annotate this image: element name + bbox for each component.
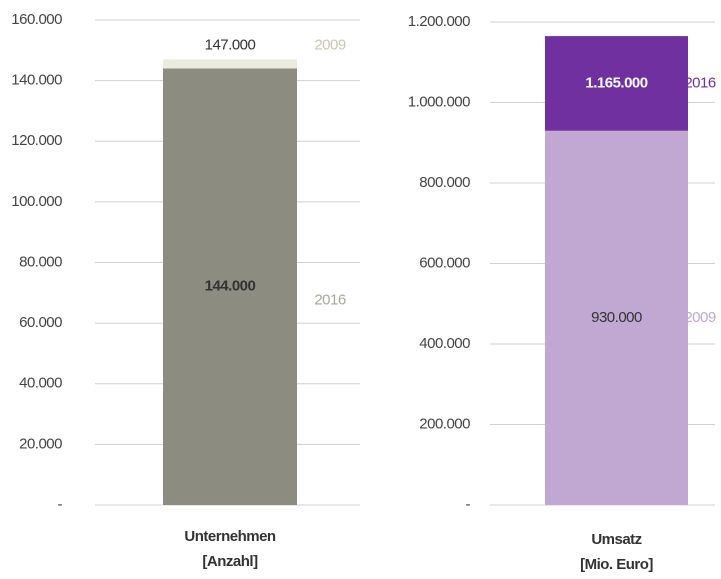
y-tick-label: - [58, 496, 63, 513]
y-tick-label: 160.000 [11, 11, 62, 28]
value-label: 144.000 [205, 278, 256, 295]
y-tick-label: 120.000 [11, 132, 62, 149]
legend-label: 2009 [314, 36, 346, 53]
legend-label: 2016 [314, 292, 346, 309]
bar [545, 130, 688, 506]
y-tick-label: 1.200.000 [408, 13, 470, 30]
y-tick-label: 60.000 [19, 314, 62, 331]
y-tick-label: 80.000 [19, 253, 62, 270]
value-label: 1.165.000 [585, 74, 647, 91]
y-tick-label: 40.000 [19, 375, 62, 392]
value-label: 147.000 [205, 36, 256, 53]
y-tick-label: 100.000 [11, 193, 62, 210]
y-tick-label: 600.000 [419, 254, 470, 271]
legend-label: 2009 [684, 309, 716, 326]
x-tick-label: Umsatz [Mio. Euro] [580, 531, 653, 573]
value-label: 930.000 [591, 309, 642, 326]
bar [163, 68, 297, 505]
y-tick-label: 800.000 [419, 174, 470, 191]
y-tick-label: 1.000.000 [408, 93, 470, 110]
legend-label: 2016 [684, 74, 716, 91]
y-tick-label: - [466, 496, 471, 513]
y-tick-label: 140.000 [11, 72, 62, 89]
y-tick-label: 20.000 [19, 435, 62, 452]
y-tick-label: 400.000 [419, 335, 470, 352]
y-tick-label: 200.000 [419, 415, 470, 432]
x-tick-label: Unternehmen [Anzahl] [184, 528, 276, 570]
